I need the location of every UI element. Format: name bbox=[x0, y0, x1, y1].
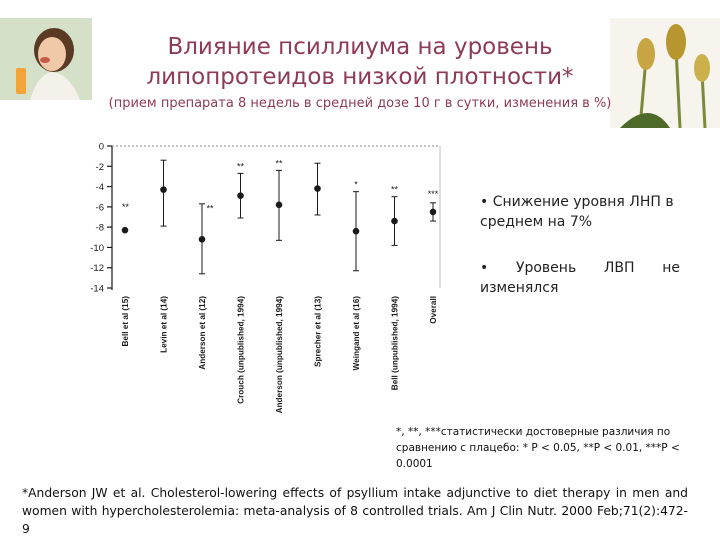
data-point bbox=[275, 201, 283, 209]
x-tick-label: Weingand et al (16) bbox=[352, 296, 361, 371]
significance-label: ** bbox=[275, 158, 283, 168]
significance-label: ** bbox=[122, 202, 130, 212]
x-tick-label: Levin et al (14) bbox=[160, 296, 169, 353]
bullet-hdl-unchanged: • Уровень ЛВП не изменялся bbox=[480, 260, 680, 296]
x-tick-label: Bell et al (15) bbox=[121, 296, 130, 347]
y-tick-label: -4 bbox=[96, 182, 104, 193]
woman-eating-photo bbox=[0, 18, 92, 100]
significance-label: * bbox=[354, 180, 358, 190]
data-point bbox=[429, 208, 437, 216]
x-tick-label: Anderson (unpublished, 1994) bbox=[275, 296, 284, 414]
data-point bbox=[314, 185, 321, 192]
y-tick-label: -14 bbox=[90, 284, 104, 295]
data-point bbox=[352, 227, 360, 235]
data-point bbox=[121, 226, 129, 234]
x-tick-label: Bell (unpublished, 1994) bbox=[391, 296, 400, 390]
y-tick-label: -2 bbox=[96, 162, 104, 173]
significance-label: *** bbox=[428, 189, 439, 199]
y-tick-label: 0 bbox=[99, 142, 104, 153]
bullet-ldl-reduction: • Снижение уровня ЛНП в среднем на 7% bbox=[480, 194, 674, 230]
page-title-line-2: липопротеидов низкой плотности* bbox=[146, 64, 574, 90]
x-tick-label: Crouch (unpublished, 1994) bbox=[237, 296, 246, 404]
data-point bbox=[391, 217, 398, 225]
x-tick-label: Anderson et al (12) bbox=[198, 296, 207, 370]
significance-label: ** bbox=[206, 203, 214, 213]
x-tick-label: Sprecher et al (13) bbox=[314, 296, 323, 367]
page-subtitle: (прием препарата 8 недель в средней дозе… bbox=[108, 96, 612, 111]
y-tick-label: -12 bbox=[90, 263, 104, 274]
significance-footnote: *, **, ***статистически достоверные разл… bbox=[396, 426, 680, 470]
forest-plot-chart: 0 -2 -4 -6 -8 -10 -12 -14 ** Bell et al (15) Levin… bbox=[90, 142, 441, 414]
x-tick-label: Overall bbox=[429, 296, 438, 324]
significance-label: ** bbox=[237, 161, 245, 171]
y-tick-label: -10 bbox=[90, 243, 104, 254]
data-point bbox=[237, 192, 244, 199]
page-title-line-1: Влияние псиллиума на уровень bbox=[167, 34, 553, 60]
data-point bbox=[198, 236, 206, 243]
y-tick-label: -6 bbox=[96, 202, 104, 213]
significance-label: ** bbox=[391, 185, 399, 195]
y-tick-label: -8 bbox=[96, 223, 104, 234]
source-reference: *Anderson JW et al. Cholesterol-lowering… bbox=[22, 486, 688, 536]
psyllium-plant-photo bbox=[610, 18, 720, 128]
data-point bbox=[160, 186, 167, 193]
